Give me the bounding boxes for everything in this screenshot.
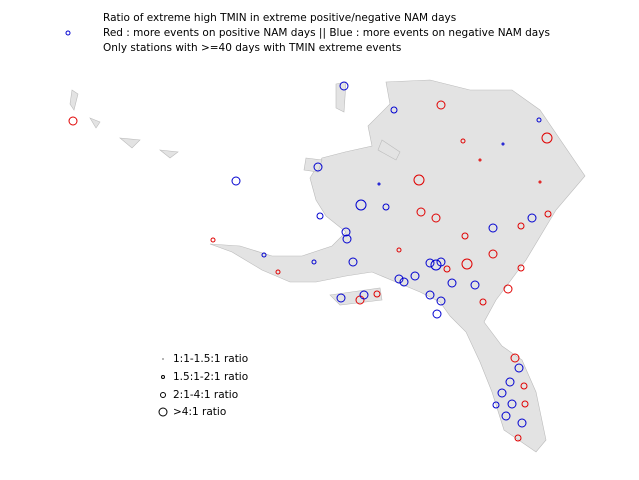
- stations: [68, 81, 553, 442]
- legend-label: 1:1-1.5:1 ratio: [173, 353, 248, 365]
- header-line: Red : more events on positive NAM days |…: [103, 27, 550, 39]
- legend: 1:1-1.5:1 ratio 1.5:1-2:1 ratio 2:1-4:1 …: [158, 353, 248, 418]
- header-line: Ratio of extreme high TMIN in extreme po…: [103, 12, 456, 24]
- header: Ratio of extreme high TMIN in extreme po…: [65, 12, 550, 54]
- header-line: Only stations with >=40 days with TMIN e…: [103, 42, 401, 54]
- land: [69, 79, 586, 453]
- legend-label: >4:1 ratio: [173, 406, 226, 418]
- legend-label: 2:1-4:1 ratio: [173, 389, 238, 401]
- legend-label: 1.5:1-2:1 ratio: [173, 371, 248, 383]
